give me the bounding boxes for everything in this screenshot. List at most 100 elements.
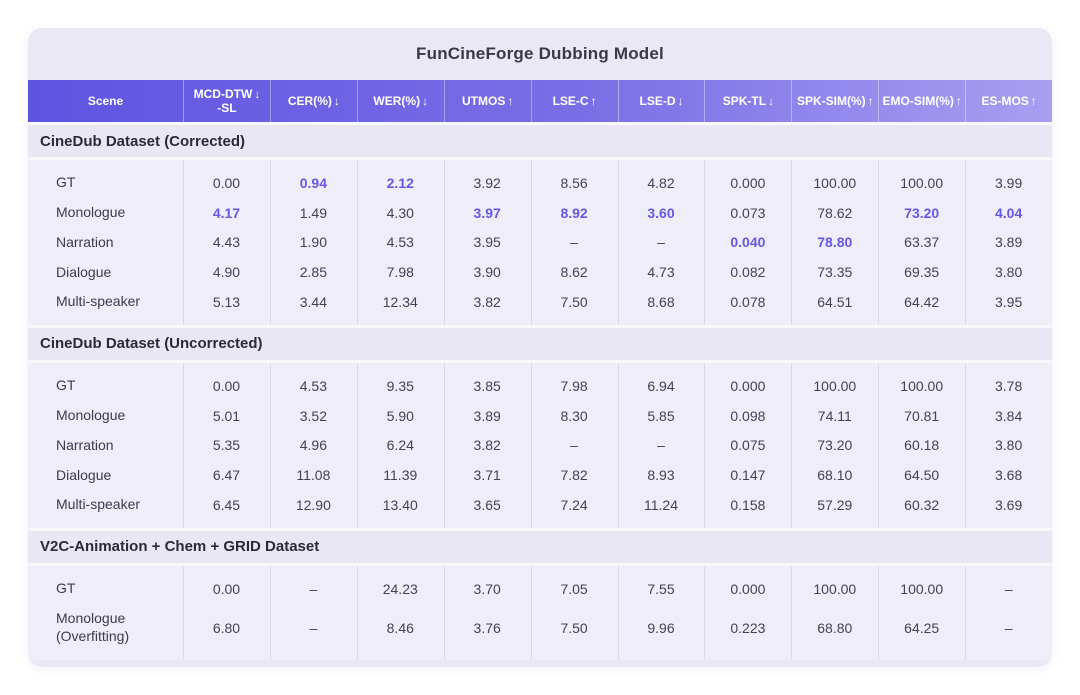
metric-value: 0.94 <box>299 174 327 191</box>
column-divider <box>965 160 967 325</box>
metric-value: 0.075 <box>730 437 766 454</box>
metric-value: 73.20 <box>904 204 940 221</box>
column-divider <box>530 160 532 325</box>
metric-value: 3.89 <box>994 234 1023 251</box>
metric-value: 0.223 <box>730 619 766 636</box>
section-header-cinedub-dataset-uncorrected: CineDub Dataset (Uncorrected) <box>28 324 1052 363</box>
metric-value: 8.93 <box>647 467 675 484</box>
metric-value: 3.97 <box>473 204 501 221</box>
metric-value: 64.25 <box>904 619 940 636</box>
metric-value: 3.90 <box>473 264 501 281</box>
scene-label: Narration <box>56 436 114 453</box>
metric-value: 3.92 <box>473 174 501 191</box>
table-row-gt: GT 0.00 4.53 9.35 3.85 7.98 6.94 0.000 100.00 100… <box>28 371 1052 401</box>
metric-value: 3.68 <box>994 467 1023 484</box>
metric-value: 6.94 <box>647 377 675 394</box>
table-row-multi-speaker: Multi-speaker 5.13 3.44 12.34 3.82 7.50 8.68 0.… <box>28 287 1052 317</box>
table-row-gt: GT 0.00 0.94 2.12 3.92 8.56 4.82 0.000 100.00 100… <box>28 168 1052 198</box>
table-row-dialogue: Dialogue 4.90 2.85 7.98 3.90 8.62 4.73 0.082 73.… <box>28 257 1052 287</box>
metric-value: 68.80 <box>817 619 853 636</box>
column-divider <box>878 362 880 528</box>
column-header-label: MCD-DTW ↓ <box>194 87 261 101</box>
metric-value: – <box>1004 619 1013 636</box>
metric-value: 6.45 <box>212 497 241 514</box>
metric-value: 100.00 <box>900 580 944 597</box>
metric-value: 64.50 <box>904 467 940 484</box>
column-divider <box>443 565 445 660</box>
column-divider <box>183 362 184 528</box>
metric-value: 100.00 <box>813 174 857 191</box>
metric-value: – <box>309 619 318 636</box>
metric-value: 5.35 <box>212 437 241 454</box>
metric-value: 0.040 <box>730 234 766 251</box>
arrow-down-icon: ↓ <box>254 86 261 101</box>
metric-value: 78.80 <box>817 234 853 251</box>
metric-value: 5.85 <box>647 407 675 424</box>
metric-value: 3.99 <box>994 174 1023 191</box>
metric-value: 3.85 <box>473 377 501 394</box>
scene-label: Monologue <box>56 406 126 423</box>
column-divider <box>530 362 532 528</box>
metric-value: 64.51 <box>817 294 853 311</box>
column-divider <box>443 160 445 325</box>
section-title: V2C-Animation + Chem + GRID Dataset <box>40 538 320 556</box>
section-title: CineDub Dataset (Uncorrected) <box>40 335 263 353</box>
metric-value: 4.96 <box>299 437 327 454</box>
metric-value: 3.95 <box>994 294 1023 311</box>
metric-value: 4.17 <box>212 204 241 221</box>
column-divider <box>617 160 619 325</box>
column-header-label: EMO-SIM(%) ↑ <box>883 94 962 108</box>
table-row-gt: GT 0.00 – 24.23 3.70 7.05 7.55 0.000 100.00 100.0… <box>28 574 1052 604</box>
metric-value: 3.78 <box>994 377 1023 394</box>
metric-value: 69.35 <box>904 264 940 281</box>
metric-value: 0.000 <box>730 377 766 394</box>
column-label: CER(%) <box>287 93 332 108</box>
metric-value: – <box>1004 580 1013 597</box>
metric-value: 12.34 <box>382 294 418 311</box>
column-divider <box>791 362 793 528</box>
metric-value: 60.18 <box>904 437 940 454</box>
metric-value: 4.53 <box>299 377 327 394</box>
metric-value: 8.56 <box>560 174 588 191</box>
column-header-label: LSE-D ↓ <box>639 94 683 108</box>
column-label-line2: -SL <box>217 101 237 115</box>
metric-value: 6.24 <box>386 437 414 454</box>
column-label: UTMOS <box>462 93 506 108</box>
column-header-emo-sim: EMO-SIM(%) ↑ <box>878 80 965 122</box>
column-divider <box>704 160 706 325</box>
metric-value: 11.08 <box>296 467 331 484</box>
metric-value: 4.30 <box>386 204 414 221</box>
scene-label: GT <box>56 377 76 394</box>
metric-value: 4.04 <box>994 204 1023 221</box>
metric-value: 9.35 <box>386 377 414 394</box>
metric-value: 0.147 <box>730 467 766 484</box>
metric-value: 2.85 <box>299 264 327 281</box>
column-label: LSE-D <box>639 93 676 108</box>
column-divider <box>530 565 532 660</box>
metric-value: 3.71 <box>473 467 501 484</box>
metric-value: 64.42 <box>904 294 940 311</box>
metric-value: 8.62 <box>560 264 588 281</box>
metric-value: 3.44 <box>299 294 327 311</box>
metric-value: 7.05 <box>560 580 588 597</box>
metric-value: 3.65 <box>473 497 501 514</box>
scene-label: Narration <box>56 233 114 250</box>
metric-value: 70.81 <box>904 407 940 424</box>
metric-value: 0.00 <box>212 580 241 597</box>
section-header-cinedub-dataset-corrected: CineDub Dataset (Corrected) <box>28 122 1052 160</box>
arrow-down-icon: ↓ <box>333 93 340 108</box>
metric-value: 0.000 <box>730 580 766 597</box>
column-header-spk-tl: SPK-TL ↓ <box>704 80 791 122</box>
column-header-label: WER(%) ↓ <box>373 94 428 108</box>
metric-value: 7.98 <box>560 377 588 394</box>
scene-label: Monologue (Overfitting) <box>56 610 130 644</box>
metric-value: 3.60 <box>647 204 675 221</box>
scene-label: Monologue <box>56 203 126 220</box>
results-card: FunCineForge Dubbing Model Scene MCD-DTW ↓… <box>28 28 1052 667</box>
scene-label: Dialogue <box>56 263 112 280</box>
metric-value: 3.82 <box>473 294 501 311</box>
metric-value: 0.073 <box>730 204 766 221</box>
metric-value: 3.84 <box>994 407 1023 424</box>
column-divider <box>704 362 706 528</box>
metric-value: 12.90 <box>295 497 331 514</box>
